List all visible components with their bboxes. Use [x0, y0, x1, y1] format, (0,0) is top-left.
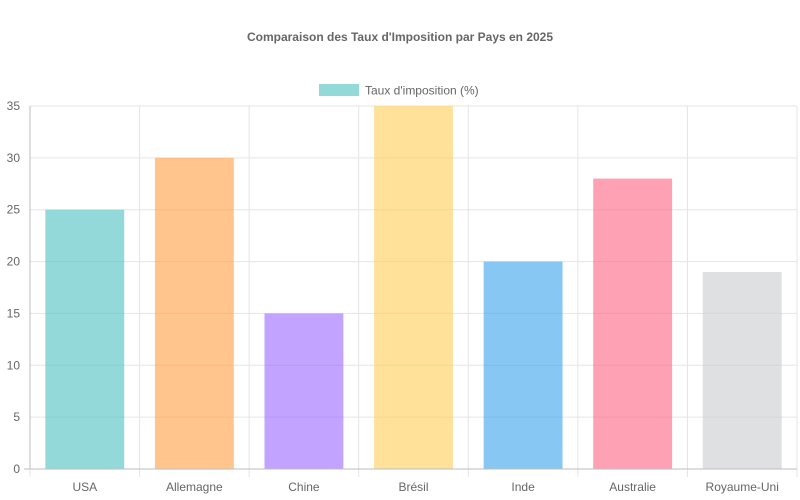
y-tick-label: 30 [7, 151, 21, 165]
y-tick-label: 10 [7, 358, 21, 372]
y-tick-label: 25 [7, 203, 21, 217]
x-tick-label: Royaume-Uni [706, 480, 779, 494]
x-tick-label: Brésil [398, 480, 428, 494]
chart-title: Comparaison des Taux d'Imposition par Pa… [247, 30, 553, 44]
bar-chine[interactable] [264, 313, 344, 469]
bar-inde[interactable] [483, 261, 563, 469]
bars [45, 106, 782, 469]
y-tick-label: 5 [13, 410, 20, 424]
bar-australie[interactable] [593, 178, 673, 469]
bar-allemagne[interactable] [154, 157, 234, 469]
x-tick-label: USA [72, 480, 97, 494]
y-tick-label: 35 [7, 99, 21, 113]
bar-royaume-uni[interactable] [702, 271, 782, 469]
x-tick-label: Chine [288, 480, 320, 494]
legend-swatch [319, 84, 359, 96]
bar-br-sil[interactable] [374, 106, 453, 469]
axes [24, 106, 797, 470]
y-axis-ticks: 0 5 10 15 20 25 30 35 [7, 99, 21, 476]
x-tick-label: Australie [609, 480, 656, 494]
y-tick-label: 20 [7, 255, 21, 269]
x-axis-ticks: USA Allemagne Chine Brésil Inde Australie Roya… [72, 480, 778, 494]
legend[interactable]: Taux d'imposition (%) [319, 84, 479, 98]
y-tick-label: 15 [7, 306, 21, 320]
y-tick-label: 0 [13, 462, 20, 476]
legend-label: Taux d'imposition (%) [365, 84, 479, 98]
x-tick-label: Allemagne [166, 480, 223, 494]
bar-usa[interactable] [45, 209, 125, 469]
x-tick-label: Inde [511, 480, 535, 494]
